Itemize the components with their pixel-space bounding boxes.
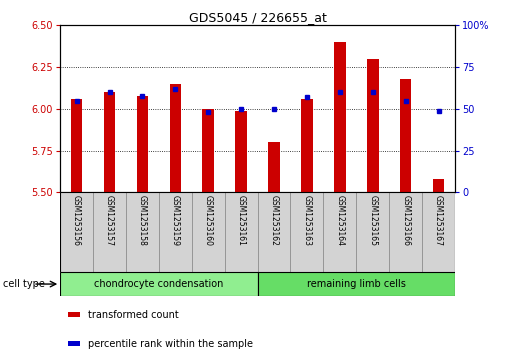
Bar [334, 42, 346, 192]
Bar [104, 92, 115, 192]
Text: GSM1253160: GSM1253160 [204, 195, 213, 246]
Bar [389, 192, 422, 272]
Bar [268, 142, 280, 192]
Bar [60, 192, 93, 272]
Bar [400, 79, 412, 192]
Bar [235, 111, 247, 192]
Bar [202, 109, 214, 192]
Text: GSM1253166: GSM1253166 [401, 195, 410, 246]
Text: GSM1253162: GSM1253162 [269, 195, 279, 246]
Text: remaining limb cells: remaining limb cells [307, 279, 406, 289]
Bar [68, 313, 80, 317]
Bar [356, 192, 389, 272]
Bar [290, 192, 323, 272]
Bar [422, 192, 455, 272]
Bar [137, 95, 148, 192]
Bar [68, 341, 80, 346]
Text: GSM1253161: GSM1253161 [236, 195, 246, 246]
Text: chondrocyte condensation: chondrocyte condensation [94, 279, 223, 289]
Text: GSM1253167: GSM1253167 [434, 195, 443, 246]
Bar [301, 99, 313, 192]
Bar [257, 272, 455, 296]
Bar [93, 192, 126, 272]
Text: GSM1253163: GSM1253163 [302, 195, 311, 246]
Text: cell type: cell type [3, 279, 44, 289]
Bar [60, 272, 257, 296]
Text: GSM1253159: GSM1253159 [171, 195, 180, 246]
Bar [169, 84, 181, 192]
Bar [257, 192, 290, 272]
Bar [225, 192, 257, 272]
Bar [433, 179, 445, 192]
Bar [159, 192, 192, 272]
Bar [71, 99, 82, 192]
Bar [126, 192, 159, 272]
Text: GSM1253165: GSM1253165 [368, 195, 377, 246]
Bar [192, 192, 225, 272]
Text: transformed count: transformed count [88, 310, 178, 320]
Title: GDS5045 / 226655_at: GDS5045 / 226655_at [189, 11, 326, 24]
Text: GSM1253158: GSM1253158 [138, 195, 147, 246]
Bar [367, 59, 379, 192]
Text: GSM1253156: GSM1253156 [72, 195, 81, 246]
Bar [323, 192, 356, 272]
Text: GSM1253157: GSM1253157 [105, 195, 114, 246]
Text: GSM1253164: GSM1253164 [335, 195, 344, 246]
Text: percentile rank within the sample: percentile rank within the sample [88, 339, 253, 349]
